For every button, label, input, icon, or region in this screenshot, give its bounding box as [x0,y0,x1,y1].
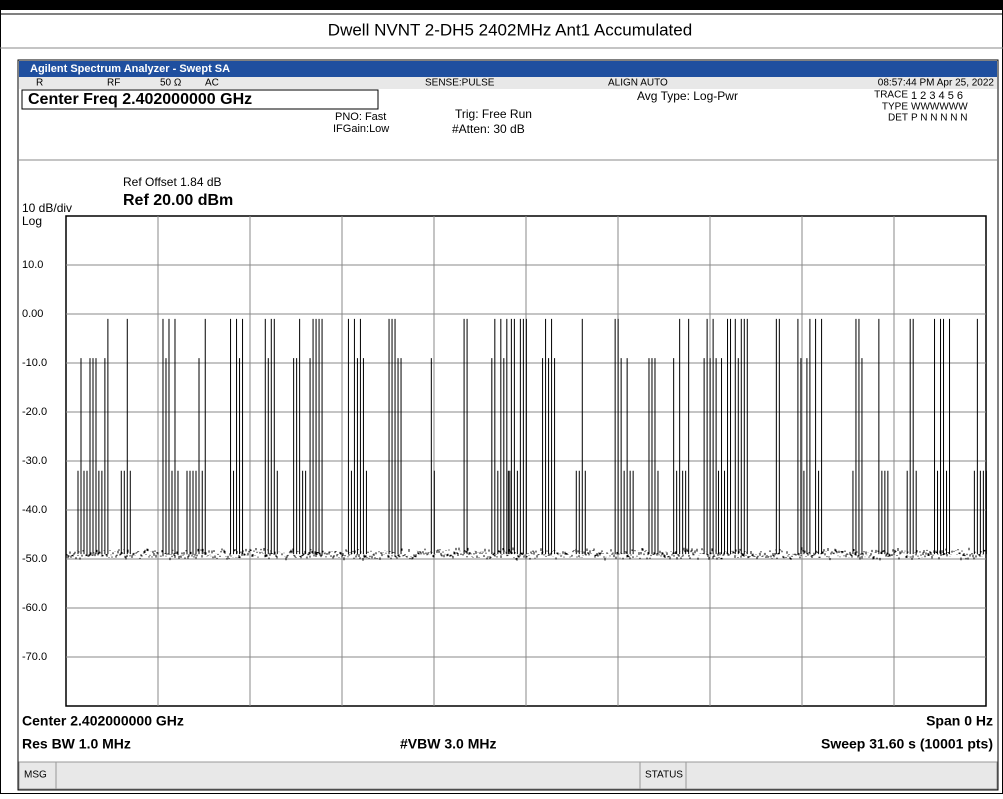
y-tick-label: -10.0 [22,357,47,369]
pno: PNO: Fast [335,111,386,123]
scale: 10 dB/div [22,201,72,215]
ref-offset: Ref Offset 1.84 dB [123,175,222,189]
span: Span 0 Hz [926,713,993,729]
trace-label: TRACE [874,90,908,101]
vbw: #VBW 3.0 MHz [400,736,496,752]
ifgain: IFGain:Low [333,123,389,135]
trace [66,318,987,561]
avg-type: Avg Type: Log-Pwr [637,89,738,103]
y-tick-label: -40.0 [22,504,47,516]
y-tick-label: -60.0 [22,602,47,614]
ref-level: Ref 20.00 dBm [123,192,233,209]
page-title: Dwell NVNT 2-DH5 2402MHz Ant1 Accumulate… [328,20,692,39]
msg-bar [18,761,998,790]
y-tick-label: -50.0 [22,553,47,565]
type-val: WWWWWW [911,102,968,113]
sweep: Sweep 31.60 s (10001 pts) [821,736,993,752]
log: Log [22,214,42,228]
y-tick-label: -20.0 [22,406,47,418]
center-box [21,89,379,110]
top-bar [0,0,1003,10]
window-title: Agilent Spectrum Analyzer - Swept SA [30,63,230,75]
coupling: AC [205,78,219,89]
plot: 10.0 0.00 -10.0 -20.0 -30.0 -40.0 -50.0 -60.0 -7… [22,215,987,707]
y-tick-label: 10.0 [22,259,43,271]
y-tick-label: 0.00 [22,308,43,320]
rbw: Res BW 1.0 MHz [22,736,131,752]
y-tick-label: -30.0 [22,455,47,467]
type-label: TYPE [882,102,908,113]
trace-nums: 1 2 3 4 5 6 [911,90,963,102]
sense: SENSE:PULSE [425,78,495,89]
det-label: DET [888,113,908,124]
window-bar [19,61,997,77]
status-row [19,77,997,89]
det-val: P N N N N N [911,113,968,124]
align: ALIGN AUTO [608,78,668,89]
impedance: 50 Ω [160,78,182,89]
trig: Trig: Free Run [455,107,532,121]
atten: #Atten: 30 dB [452,122,525,136]
status: STATUS [645,770,683,781]
center: Center 2.402000000 GHz [22,713,184,729]
rf: RF [107,78,120,89]
time: 08:57:44 PM Apr 25, 2022 [878,78,995,89]
msg: MSG [24,770,47,781]
mode: R [36,78,43,89]
center-freq: Center Freq 2.402000000 GHz [28,91,252,108]
y-tick-label: -70.0 [22,651,47,663]
